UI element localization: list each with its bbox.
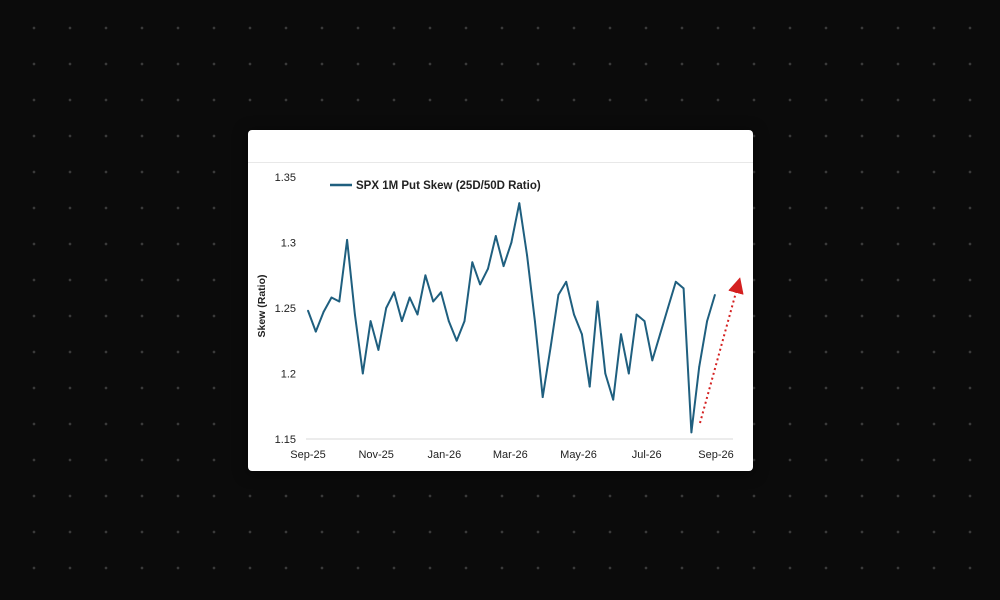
data-point [714, 294, 716, 296]
data-point [682, 287, 685, 290]
x-tick-label: Sep-25 [290, 449, 325, 461]
data-point [479, 283, 481, 286]
data-point [330, 296, 333, 299]
data-point [541, 396, 544, 398]
data-point [596, 300, 599, 303]
data-point [502, 265, 505, 267]
data-point [354, 313, 356, 316]
x-tick-label: Jul-26 [632, 449, 662, 461]
data-point [307, 309, 309, 312]
x-tick-label: Nov-25 [358, 449, 393, 461]
data-point [526, 254, 528, 257]
data-point [369, 320, 372, 322]
data-point [440, 291, 442, 294]
data-point [549, 346, 552, 349]
data-point [627, 372, 630, 375]
x-tick-label: Jan-26 [428, 449, 462, 461]
y-tick-label: 1.3 [281, 238, 296, 250]
x-axis-ticks: Sep-25 Nov-25 Jan-26 Mar-26 May-26 Jul-26 Sep-… [290, 449, 733, 461]
series-line-spx-put-skew [307, 202, 716, 434]
data-point [690, 431, 693, 434]
y-axis-title: Skew (Ratio) [256, 274, 268, 337]
y-tick-label: 1.2 [281, 369, 296, 381]
x-tick-label: Mar-26 [493, 449, 528, 461]
data-point [322, 311, 325, 313]
data-point [401, 320, 403, 322]
data-point [424, 274, 427, 277]
data-point [416, 313, 419, 316]
data-point [393, 291, 395, 294]
data-point [557, 294, 560, 296]
data-point [463, 320, 466, 322]
data-point [706, 320, 708, 322]
trend-arrow [699, 277, 744, 424]
data-point [588, 385, 591, 388]
data-point [620, 333, 622, 336]
data-point [651, 359, 654, 362]
data-point [643, 320, 646, 322]
data-point [471, 261, 474, 264]
data-point [432, 300, 435, 303]
x-tick-label: Sep-26 [698, 449, 733, 461]
data-point [534, 320, 536, 322]
data-point [385, 307, 388, 309]
data-point [377, 349, 380, 351]
data-point [447, 320, 450, 322]
data-point [346, 239, 348, 241]
y-tick-label: 1.35 [275, 172, 296, 184]
data-point [612, 398, 615, 401]
data-point [455, 339, 458, 342]
series-points [307, 202, 716, 434]
data-point [659, 333, 661, 336]
data-point [565, 280, 568, 283]
chart-card: 1.15 1.2 1.25 1.3 1.35 Sep-25 Nov-25 Jan-26 Mar… [248, 130, 753, 471]
card-header-divider [248, 162, 753, 163]
y-tick-label: 1.25 [275, 303, 296, 315]
y-axis-ticks: 1.15 1.2 1.25 1.3 1.35 [275, 172, 296, 446]
line-chart: 1.15 1.2 1.25 1.3 1.35 Sep-25 Nov-25 Jan-26 Mar… [256, 172, 744, 461]
data-point [487, 267, 489, 270]
data-point [698, 366, 701, 368]
data-point [408, 296, 411, 299]
data-point [667, 307, 669, 309]
y-tick-label: 1.15 [275, 434, 296, 446]
data-point [604, 372, 607, 375]
data-point [314, 330, 317, 333]
legend: SPX 1M Put Skew (25D/50D Ratio) [330, 180, 541, 192]
data-point [573, 313, 575, 316]
data-point [510, 241, 513, 244]
data-point [494, 235, 497, 237]
legend-label: SPX 1M Put Skew (25D/50D Ratio) [356, 180, 541, 192]
data-point [674, 280, 677, 283]
data-point [518, 202, 521, 205]
data-point [635, 313, 638, 316]
data-point [581, 333, 583, 336]
data-point [338, 300, 341, 303]
x-tick-label: May-26 [560, 449, 597, 461]
data-point [361, 372, 364, 375]
